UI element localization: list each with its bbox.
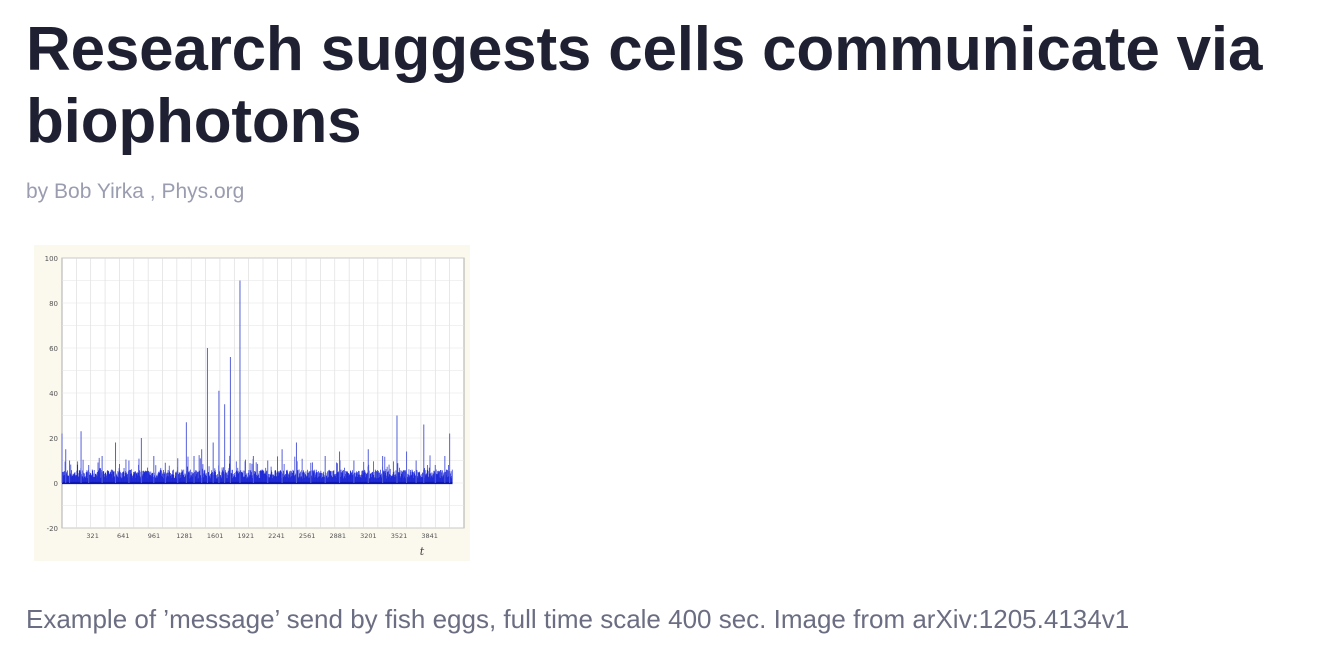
y-tick-label: 60 bbox=[49, 345, 58, 353]
article-byline: by Bob Yirka , Phys.org bbox=[26, 180, 1316, 204]
biophoton-chart: -20 0 20 40 60 80 100 321 641 961 1281 1601 1921 2241… bbox=[45, 255, 465, 558]
x-tick-label: 641 bbox=[117, 532, 129, 540]
x-axis-label: t bbox=[420, 545, 425, 558]
byline-separator: , bbox=[149, 180, 156, 203]
article-figure[interactable]: -20 0 20 40 60 80 100 321 641 961 1281 1601 1921 2241… bbox=[34, 245, 470, 561]
article: Research suggests cells communicate via … bbox=[26, 14, 1316, 204]
y-tick-label: -20 bbox=[47, 525, 58, 533]
y-tick-label: 20 bbox=[49, 435, 58, 443]
x-tick-label: 3201 bbox=[360, 532, 377, 540]
x-tick-label: 2881 bbox=[329, 532, 346, 540]
figure-caption: Example of ’message’ send by fish eggs, … bbox=[26, 604, 1130, 634]
x-tick-label: 1921 bbox=[238, 532, 255, 540]
byline-source[interactable]: Phys.org bbox=[161, 180, 245, 203]
article-headline: Research suggests cells communicate via … bbox=[26, 15, 1263, 156]
byline-prefix: by bbox=[26, 180, 49, 203]
x-tick-label: 1281 bbox=[176, 532, 193, 540]
x-tick-label: 2561 bbox=[299, 532, 316, 540]
y-tick-label: 80 bbox=[49, 300, 58, 308]
y-tick-label: 0 bbox=[54, 480, 58, 488]
x-tick-label: 2241 bbox=[268, 532, 285, 540]
y-tick-label: 40 bbox=[49, 390, 58, 398]
x-tick-label: 3841 bbox=[421, 532, 438, 540]
y-tick-label: 100 bbox=[45, 255, 58, 263]
byline-author[interactable]: Bob Yirka bbox=[54, 180, 144, 203]
x-tick-label: 961 bbox=[148, 532, 160, 540]
x-tick-label: 321 bbox=[86, 532, 98, 540]
x-tick-label: 1601 bbox=[207, 532, 224, 540]
x-tick-label: 3521 bbox=[391, 532, 408, 540]
